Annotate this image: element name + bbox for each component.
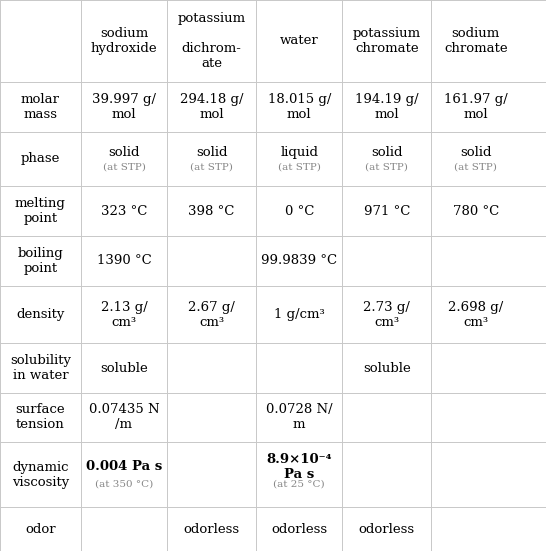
Text: (at STP): (at STP) (454, 163, 497, 171)
Text: 99.9839 °C: 99.9839 °C (261, 255, 337, 267)
Text: 2.698 g/
cm³: 2.698 g/ cm³ (448, 301, 503, 328)
Text: potassium

dichrom-
ate: potassium dichrom- ate (177, 12, 246, 70)
Text: 0.07435 N
/m: 0.07435 N /m (88, 403, 159, 431)
Text: solid: solid (371, 146, 402, 159)
Text: soluble: soluble (100, 362, 148, 375)
Text: 161.97 g/
mol: 161.97 g/ mol (444, 93, 508, 121)
Text: 0.0728 N/
m: 0.0728 N/ m (266, 403, 333, 431)
Text: 18.015 g/
mol: 18.015 g/ mol (268, 93, 331, 121)
Text: solid: solid (460, 146, 491, 159)
Text: (at 25 °C): (at 25 °C) (274, 479, 325, 489)
Text: odorless: odorless (271, 523, 327, 536)
Text: dynamic
viscosity: dynamic viscosity (12, 461, 69, 489)
Text: 39.997 g/
mol: 39.997 g/ mol (92, 93, 156, 121)
Text: 323 °C: 323 °C (101, 204, 147, 218)
Text: phase: phase (21, 153, 60, 165)
Text: 2.13 g/
cm³: 2.13 g/ cm³ (100, 301, 147, 328)
Text: 2.67 g/
cm³: 2.67 g/ cm³ (188, 301, 235, 328)
Text: potassium
chromate: potassium chromate (353, 27, 421, 55)
Text: 8.9×10⁻⁴
Pa s: 8.9×10⁻⁴ Pa s (266, 453, 332, 480)
Text: sodium
hydroxide: sodium hydroxide (91, 27, 157, 55)
Text: (at STP): (at STP) (365, 163, 408, 171)
Text: soluble: soluble (363, 362, 411, 375)
Text: 2.73 g/
cm³: 2.73 g/ cm³ (364, 301, 410, 328)
Text: boiling
point: boiling point (17, 247, 63, 275)
Text: water: water (280, 35, 318, 47)
Text: solid: solid (108, 146, 140, 159)
Text: 0.004 Pa s: 0.004 Pa s (86, 460, 162, 473)
Text: solid: solid (196, 146, 227, 159)
Text: (at STP): (at STP) (190, 163, 233, 171)
Text: odorless: odorless (183, 523, 240, 536)
Text: solubility
in water: solubility in water (10, 354, 71, 382)
Text: 294.18 g/
mol: 294.18 g/ mol (180, 93, 244, 121)
Text: 1 g/cm³: 1 g/cm³ (274, 308, 324, 321)
Text: 971 °C: 971 °C (364, 204, 410, 218)
Text: (at STP): (at STP) (278, 163, 321, 171)
Text: odor: odor (25, 523, 56, 536)
Text: surface
tension: surface tension (16, 403, 65, 431)
Text: 194.19 g/
mol: 194.19 g/ mol (355, 93, 419, 121)
Text: melting
point: melting point (15, 197, 66, 225)
Text: 398 °C: 398 °C (188, 204, 235, 218)
Text: 1390 °C: 1390 °C (97, 255, 151, 267)
Text: 780 °C: 780 °C (453, 204, 499, 218)
Text: (at 350 °C): (at 350 °C) (95, 479, 153, 489)
Text: odorless: odorless (359, 523, 415, 536)
Text: density: density (16, 308, 64, 321)
Text: molar
mass: molar mass (21, 93, 60, 121)
Text: liquid: liquid (280, 146, 318, 159)
Text: (at STP): (at STP) (103, 163, 145, 171)
Text: 0 °C: 0 °C (284, 204, 314, 218)
Text: sodium
chromate: sodium chromate (444, 27, 508, 55)
